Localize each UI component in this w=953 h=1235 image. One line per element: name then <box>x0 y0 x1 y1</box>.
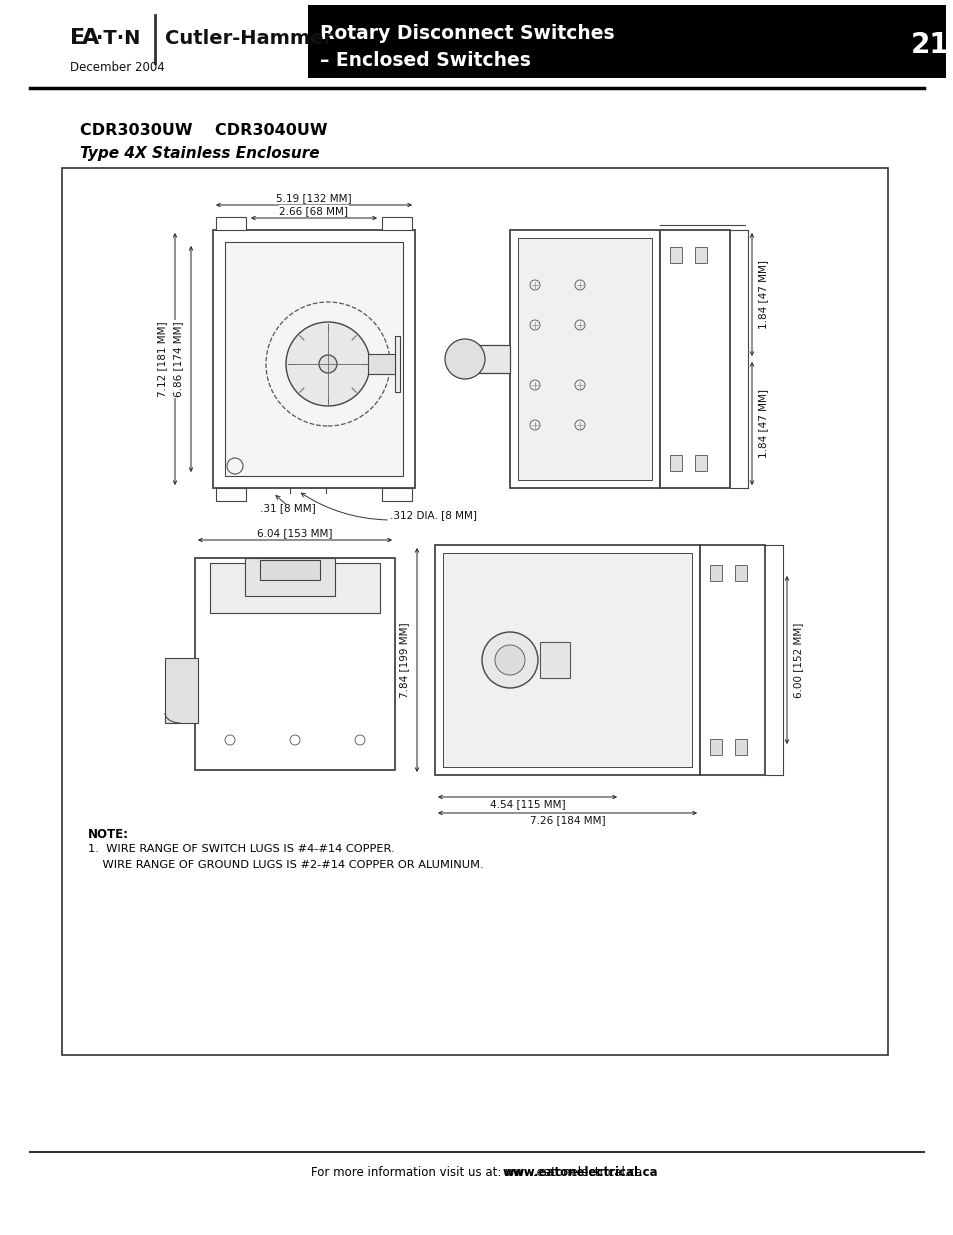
Bar <box>695 247 706 263</box>
Text: Type 4X Stainless Enclosure: Type 4X Stainless Enclosure <box>80 146 319 161</box>
Text: 7.12 [181 MM]: 7.12 [181 MM] <box>157 321 167 396</box>
Text: ·T·N: ·T·N <box>96 28 140 47</box>
Text: www.eatonelectrical.ca: www.eatonelectrical.ca <box>501 1166 658 1178</box>
Text: 1.84 [47 MM]: 1.84 [47 MM] <box>758 389 767 458</box>
Bar <box>395 336 399 391</box>
Text: NOTE:: NOTE: <box>88 827 129 841</box>
Text: 5.19 [132 MM]: 5.19 [132 MM] <box>276 193 352 203</box>
Bar <box>381 488 412 501</box>
Bar <box>260 559 319 580</box>
Text: Rotary Disconnect Switches: Rotary Disconnect Switches <box>319 23 614 42</box>
Bar <box>709 739 721 755</box>
Circle shape <box>444 338 484 379</box>
Text: 6.86 [174 MM]: 6.86 [174 MM] <box>172 321 183 396</box>
Circle shape <box>318 354 336 373</box>
Bar <box>669 247 681 263</box>
Bar <box>700 545 764 776</box>
Bar <box>517 238 651 480</box>
Text: December 2004: December 2004 <box>70 61 165 74</box>
Bar <box>210 563 379 613</box>
Bar <box>510 230 659 488</box>
Bar <box>381 217 412 230</box>
Bar <box>669 454 681 471</box>
Bar <box>464 345 510 373</box>
Circle shape <box>286 322 370 406</box>
Text: 1.84 [47 MM]: 1.84 [47 MM] <box>758 261 767 329</box>
Text: A: A <box>82 28 99 48</box>
Bar <box>435 545 700 776</box>
Text: 1.  WIRE RANGE OF SWITCH LUGS IS #4-#14 COPPER.: 1. WIRE RANGE OF SWITCH LUGS IS #4-#14 C… <box>88 844 395 853</box>
Bar <box>215 488 246 501</box>
Text: .31 [8 MM]: .31 [8 MM] <box>260 503 315 513</box>
Bar <box>165 658 198 722</box>
Bar <box>659 230 729 488</box>
Circle shape <box>495 645 524 676</box>
Bar <box>734 739 746 755</box>
Bar <box>225 242 402 475</box>
Text: – Enclosed Switches: – Enclosed Switches <box>319 51 530 69</box>
Bar <box>194 558 395 769</box>
Text: WIRE RANGE OF GROUND LUGS IS #2-#14 COPPER OR ALUMINUM.: WIRE RANGE OF GROUND LUGS IS #2-#14 COPP… <box>88 860 483 869</box>
Bar <box>368 354 395 374</box>
Bar <box>215 217 246 230</box>
Text: 7.26 [184 MM]: 7.26 [184 MM] <box>529 815 604 825</box>
Text: 7.84 [199 MM]: 7.84 [199 MM] <box>398 622 409 698</box>
Circle shape <box>481 632 537 688</box>
Text: For more information visit us at: www.eatonelectrical.ca: For more information visit us at: www.ea… <box>311 1166 642 1178</box>
Text: 6.00 [152 MM]: 6.00 [152 MM] <box>792 622 802 698</box>
Text: 4.54 [115 MM]: 4.54 [115 MM] <box>489 799 565 809</box>
Text: 2.66 [68 MM]: 2.66 [68 MM] <box>279 206 348 216</box>
Bar <box>539 642 569 678</box>
Bar <box>709 564 721 580</box>
Text: Cutler-Hammer: Cutler-Hammer <box>165 28 333 47</box>
Text: 21: 21 <box>910 31 948 59</box>
Bar <box>442 553 691 767</box>
Text: 6.04 [153 MM]: 6.04 [153 MM] <box>257 529 333 538</box>
Text: .312 DIA. [8 MM]: .312 DIA. [8 MM] <box>390 510 476 520</box>
Text: E: E <box>70 28 85 48</box>
Bar <box>245 558 335 597</box>
Bar <box>62 168 887 1055</box>
Text: CDR3030UW    CDR3040UW: CDR3030UW CDR3040UW <box>80 122 327 137</box>
Bar <box>695 454 706 471</box>
Bar <box>308 5 945 78</box>
Bar <box>213 230 415 488</box>
Bar <box>734 564 746 580</box>
